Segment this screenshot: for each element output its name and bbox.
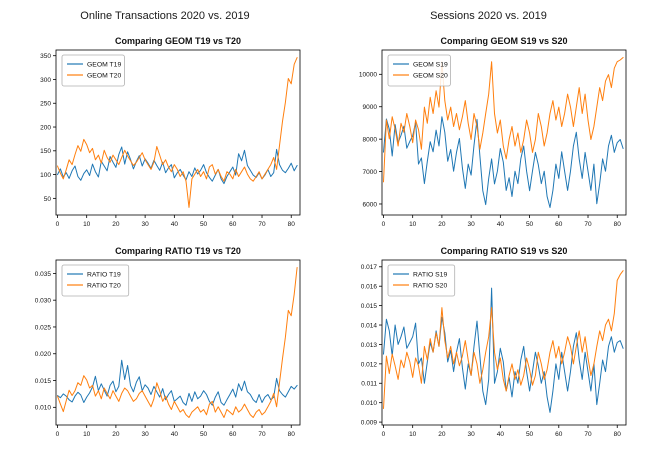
chart-canvas: 0 10 20 30 40 50 60 70 80 0.009 0.010 0.011 0.012 0.0… <box>361 246 627 438</box>
legend-label: GEOM S19 <box>413 61 448 68</box>
y-tick-label: 0.020 <box>35 351 52 358</box>
y-tick-label: 0.030 <box>35 298 52 305</box>
x-tick-label: 70 <box>258 221 266 228</box>
series-line-ratio-s19 <box>383 287 624 413</box>
x-tick-label: 0 <box>382 431 386 438</box>
legend-label: RATIO S20 <box>413 282 447 289</box>
x-tick-label: 80 <box>614 431 622 438</box>
y-tick-label: 0.025 <box>35 324 52 331</box>
y-tick-label: 0.010 <box>35 405 52 412</box>
y-tick-label: 150 <box>40 148 51 155</box>
x-tick-label: 40 <box>497 221 505 228</box>
y-tick-label: 6000 <box>363 201 378 208</box>
x-tick-label: 40 <box>497 431 505 438</box>
y-tick-label: 0.017 <box>361 264 378 271</box>
series-line-ratio-t19 <box>57 359 298 406</box>
x-tick-label: 0 <box>382 221 386 228</box>
series-line-ratio-s20 <box>383 270 624 409</box>
x-tick-label: 80 <box>288 221 296 228</box>
series-line-geom-s19 <box>383 116 624 208</box>
x-tick-label: 10 <box>83 431 91 438</box>
x-tick-label: 20 <box>438 221 446 228</box>
chart-canvas: 0 10 20 30 40 50 60 70 80 50 100 150 200 250 300 350 Com… <box>40 36 301 228</box>
y-tick-label: 0.015 <box>361 303 378 310</box>
legend-box <box>61 54 125 87</box>
y-tick-label: 0.009 <box>361 419 378 426</box>
y-tick-label: 0.014 <box>361 322 378 329</box>
y-tick-label: 350 <box>40 53 51 60</box>
x-tick-label: 0 <box>56 221 60 228</box>
x-tick-label: 80 <box>288 431 296 438</box>
chart-canvas: 0 10 20 30 40 50 60 70 80 6000 7000 8000 9000 10000 Co… <box>359 36 627 228</box>
legend-label: GEOM T19 <box>87 61 121 68</box>
y-tick-label: 0.011 <box>361 381 377 388</box>
y-tick-label: 200 <box>40 124 51 131</box>
x-tick-label: 60 <box>555 221 563 228</box>
x-tick-label: 70 <box>258 431 266 438</box>
y-tick-label: 0.016 <box>361 284 378 291</box>
x-tick-label: 10 <box>409 431 417 438</box>
chart-title: Comparing RATIO S19 vs S20 <box>441 246 568 256</box>
legend-label: RATIO S19 <box>413 271 447 278</box>
chart-geom-sessions: 0 10 20 30 40 50 60 70 80 6000 7000 8000 9000 10000 Co… <box>338 32 638 239</box>
x-tick-label: 20 <box>112 431 120 438</box>
legend-box <box>61 264 130 297</box>
x-tick-label: 30 <box>468 431 476 438</box>
series-line-geom-s20 <box>383 57 624 183</box>
x-tick-label: 20 <box>112 221 120 228</box>
column-title-online-transactions: Online Transactions 2020 vs. 2019 <box>80 10 250 22</box>
x-tick-label: 40 <box>171 431 179 438</box>
y-tick-label: 0.035 <box>35 271 52 278</box>
chart-ratio-transactions: 0 10 20 30 40 50 60 70 80 0.010 0.015 0.020 0.025 0.0… <box>12 242 312 449</box>
chart-title: Comparing RATIO T19 vs T20 <box>115 246 241 256</box>
y-tick-label: 100 <box>40 172 51 179</box>
legend-box <box>387 54 451 87</box>
chart-title: Comparing GEOM S19 vs S20 <box>440 36 567 46</box>
chart-canvas: 0 10 20 30 40 50 60 70 80 0.010 0.015 0.020 0.025 0.0… <box>35 246 301 438</box>
y-tick-label: 250 <box>40 101 51 108</box>
x-tick-label: 60 <box>555 431 563 438</box>
legend-label: GEOM T20 <box>87 72 121 79</box>
series-line-geom-t20 <box>57 57 298 208</box>
x-tick-label: 40 <box>171 221 179 228</box>
x-tick-label: 30 <box>142 221 150 228</box>
y-tick-label: 0.015 <box>35 378 52 385</box>
y-tick-label: 9000 <box>363 104 378 111</box>
x-tick-label: 50 <box>526 431 534 438</box>
series-line-ratio-t20 <box>57 267 298 418</box>
x-tick-label: 50 <box>200 221 208 228</box>
x-tick-label: 30 <box>142 431 150 438</box>
legend-label: RATIO T20 <box>87 282 121 289</box>
y-tick-label: 8000 <box>363 137 378 144</box>
x-tick-label: 0 <box>56 431 60 438</box>
x-tick-label: 10 <box>409 221 417 228</box>
x-tick-label: 70 <box>584 221 592 228</box>
y-tick-label: 0.012 <box>361 361 378 368</box>
x-tick-label: 60 <box>229 221 237 228</box>
y-tick-label: 7000 <box>363 169 378 176</box>
column-title-sessions: Sessions 2020 vs. 2019 <box>430 10 547 22</box>
chart-title: Comparing GEOM T19 vs T20 <box>115 36 241 46</box>
x-tick-label: 50 <box>526 221 534 228</box>
x-tick-label: 80 <box>614 221 622 228</box>
x-tick-label: 30 <box>468 221 476 228</box>
y-tick-label: 0.010 <box>361 400 378 407</box>
y-tick-label: 50 <box>44 196 52 203</box>
x-tick-label: 20 <box>438 431 446 438</box>
legend-label: RATIO T19 <box>87 271 121 278</box>
x-tick-label: 70 <box>584 431 592 438</box>
x-tick-label: 50 <box>200 431 208 438</box>
y-tick-label: 0.013 <box>361 342 378 349</box>
x-tick-label: 60 <box>229 431 237 438</box>
chart-ratio-sessions: 0 10 20 30 40 50 60 70 80 0.009 0.010 0.011 0.012 0.0… <box>338 242 638 449</box>
y-tick-label: 300 <box>40 77 51 84</box>
y-tick-label: 10000 <box>359 72 377 79</box>
chart-geom-transactions: 0 10 20 30 40 50 60 70 80 50 100 150 200 250 300 350 Com… <box>12 32 312 239</box>
legend-box <box>387 264 456 297</box>
x-tick-label: 10 <box>83 221 91 228</box>
legend-label: GEOM S20 <box>413 72 448 79</box>
